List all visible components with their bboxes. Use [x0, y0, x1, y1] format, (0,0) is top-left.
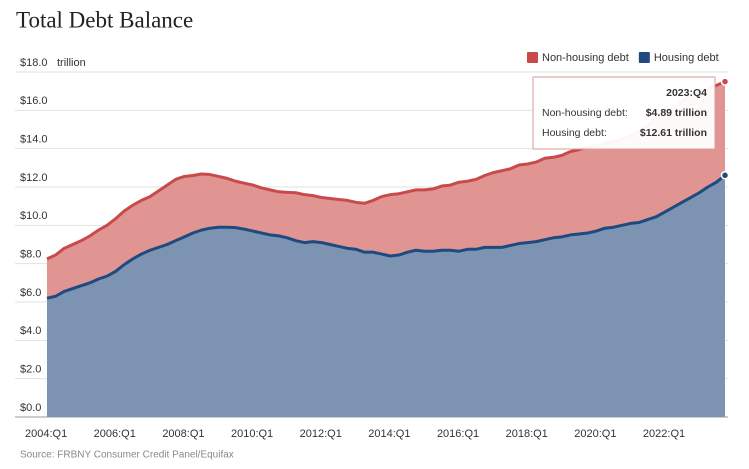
y-unit: trillion	[57, 57, 86, 69]
x-tick-label: 2016:Q1	[437, 428, 479, 440]
y-tick-label: $4.0	[20, 325, 41, 337]
end-dot	[720, 171, 730, 180]
y-tick-label: $12.0	[20, 172, 48, 184]
x-tick-label: 2020:Q1	[574, 428, 616, 440]
tooltip-label: Non-housing debt:	[542, 107, 628, 119]
tooltip-box	[532, 76, 716, 150]
x-tick-label: 2004:Q1	[25, 428, 67, 440]
x-tick-label: 2010:Q1	[231, 428, 273, 440]
end-dot	[720, 77, 730, 86]
legend-label: Housing debt	[654, 52, 719, 64]
tooltip-label: Housing debt:	[542, 127, 607, 139]
y-tick-label: $10.0	[20, 210, 48, 222]
y-tick-label: $16.0	[20, 95, 48, 107]
tooltip: 2023:Q4 Non-housing debt: $4.89 trillion Ho…	[532, 76, 716, 150]
x-tick-label: 2008:Q1	[162, 428, 204, 440]
tooltip-value: $4.89 trillion	[646, 107, 707, 119]
x-tick-label: 2014:Q1	[368, 428, 410, 440]
legend-swatch	[638, 52, 650, 63]
y-tick-label: $14.0	[20, 134, 48, 146]
legend-label: Non-housing debt	[542, 52, 629, 64]
chart-title: Total Debt Balance	[16, 7, 193, 32]
x-tick-label: 2022:Q1	[643, 428, 685, 440]
y-tick-label: $6.0	[20, 287, 41, 299]
x-tick-label: 2018:Q1	[506, 428, 548, 440]
source: Source: FRBNY Consumer Credit Panel/Equi…	[20, 450, 234, 461]
area	[47, 175, 725, 417]
tooltip-title: 2023:Q4	[666, 87, 707, 99]
line	[46, 174, 726, 300]
y-tick-label: $0.0	[20, 402, 41, 414]
y-tick-label: $8.0	[20, 249, 41, 261]
labels: $0.0 $2.0 $4.0 $6.0 $8.0 $10.0 $12.0 $14.0 $16.0…	[20, 57, 685, 440]
legend-swatch	[527, 52, 538, 63]
x-tick-label: 2012:Q1	[300, 428, 342, 440]
y-tick-label: $18.0	[20, 57, 48, 69]
tooltip-value: $12.61 trillion	[640, 127, 707, 139]
x-tick-label: 2006:Q1	[94, 428, 136, 440]
y-tick-label: $2.0	[20, 364, 41, 376]
